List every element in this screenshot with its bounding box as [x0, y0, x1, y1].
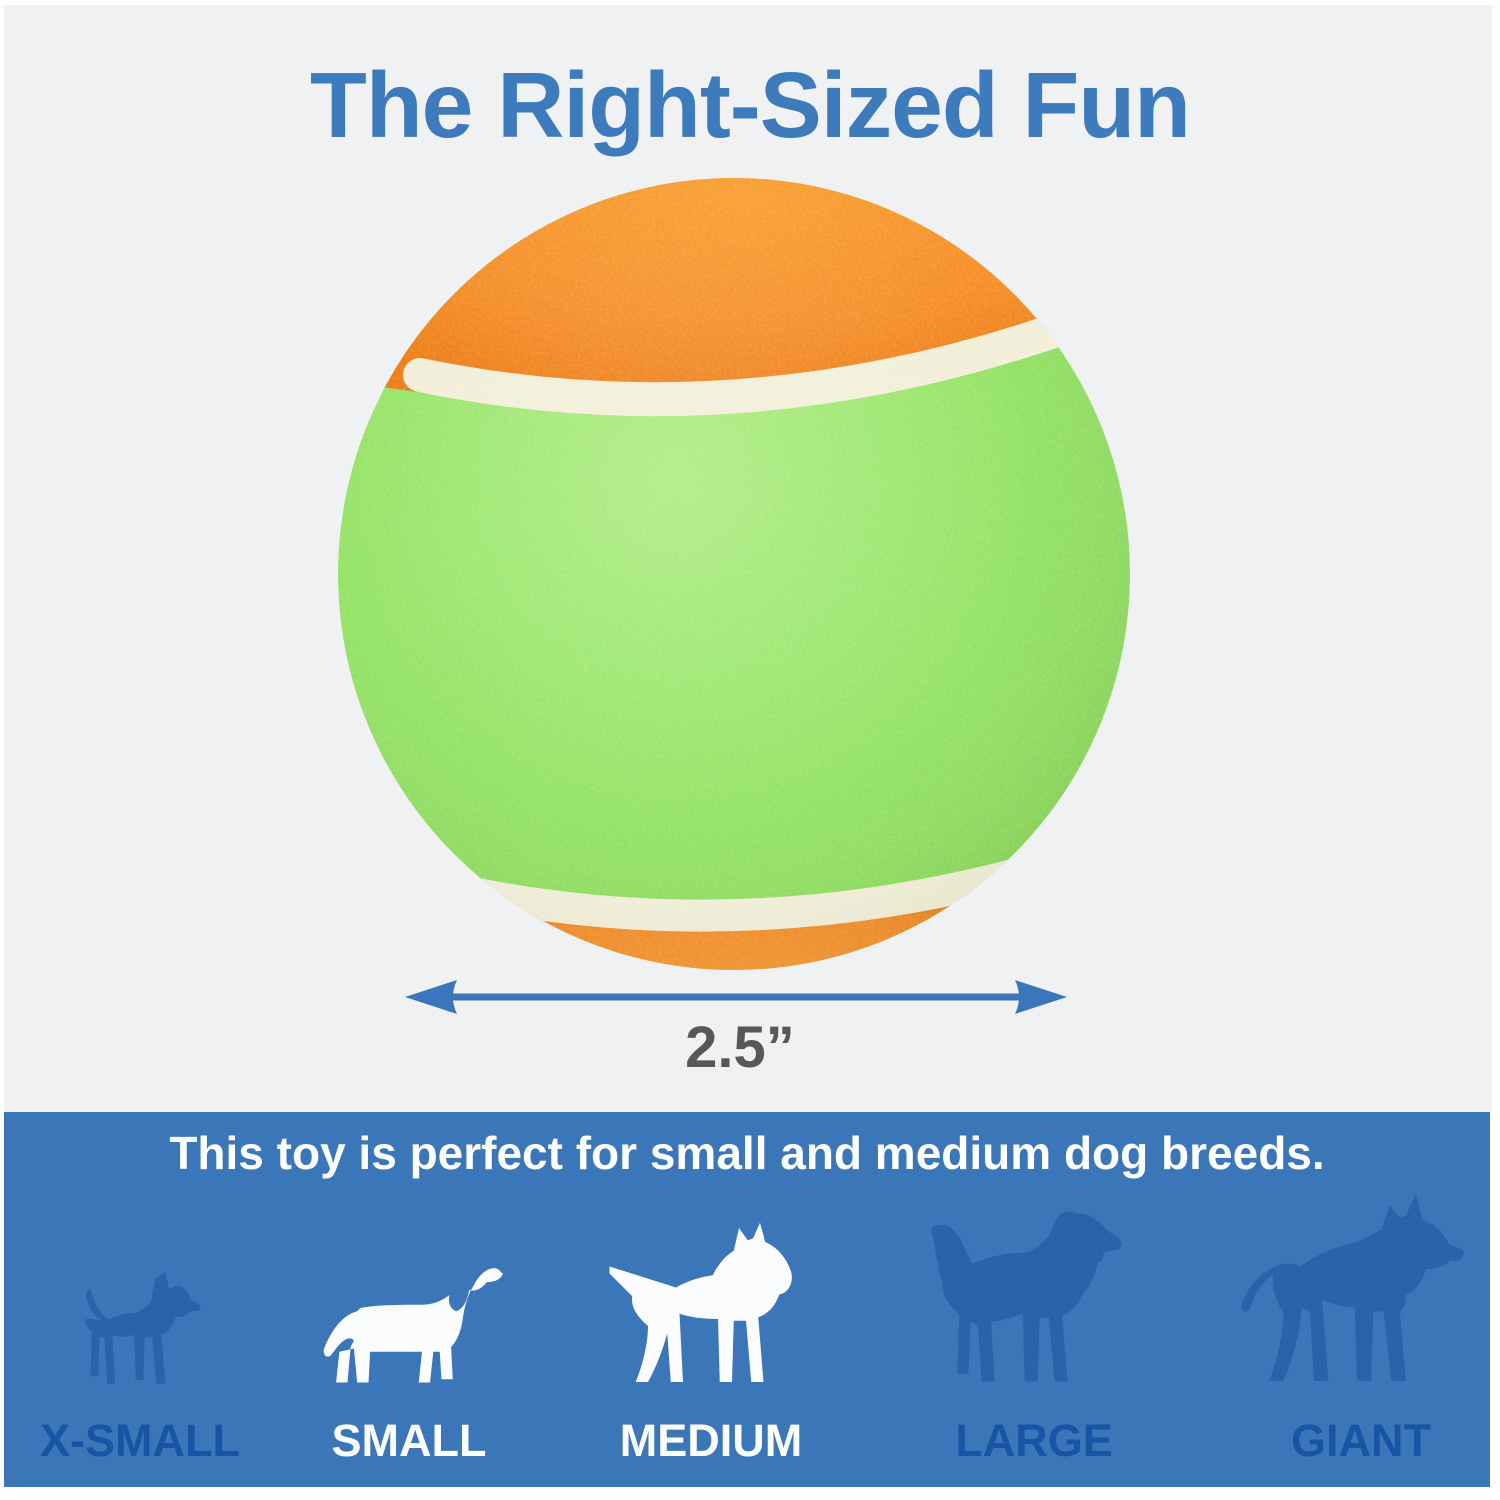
- ball-body: [338, 178, 1130, 970]
- bull-terrier-icon: [609, 1222, 792, 1382]
- size-label-medium: MEDIUM: [619, 1415, 803, 1466]
- diameter-arrow: [405, 980, 1067, 1014]
- size-label-giant: GIANT: [1291, 1415, 1431, 1466]
- size-item-giant: GIANT: [1239, 1185, 1484, 1467]
- page-title: The Right-Sized Fun: [310, 53, 1191, 157]
- size-item-large: LARGE: [922, 1202, 1147, 1467]
- size-label-large: LARGE: [955, 1415, 1113, 1466]
- size-banner: This toy is perfect for small and medium…: [4, 1112, 1490, 1487]
- size-label-xsmall: X-SMALL: [40, 1415, 240, 1466]
- size-label-small: SMALL: [331, 1415, 487, 1466]
- retriever-icon: [931, 1211, 1122, 1382]
- tennis-ball-illustration: [338, 178, 1130, 970]
- ball-shading: [338, 178, 1130, 970]
- diameter-label: 2.5”: [685, 1015, 795, 1080]
- chihuahua-icon: [85, 1271, 201, 1384]
- dachshund-icon: [323, 1268, 503, 1383]
- great-dane-icon: [1241, 1193, 1464, 1381]
- tennis-ball-image: [334, 174, 1134, 974]
- size-item-medium: MEDIUM: [606, 1214, 816, 1467]
- size-item-xsmall: X-SMALL: [40, 1260, 240, 1467]
- arrow-right-head: [1015, 980, 1067, 1014]
- arrow-left-head: [405, 980, 457, 1014]
- size-item-small: SMALL: [312, 1227, 507, 1467]
- banner-text: This toy is perfect for small and medium…: [169, 1127, 1325, 1179]
